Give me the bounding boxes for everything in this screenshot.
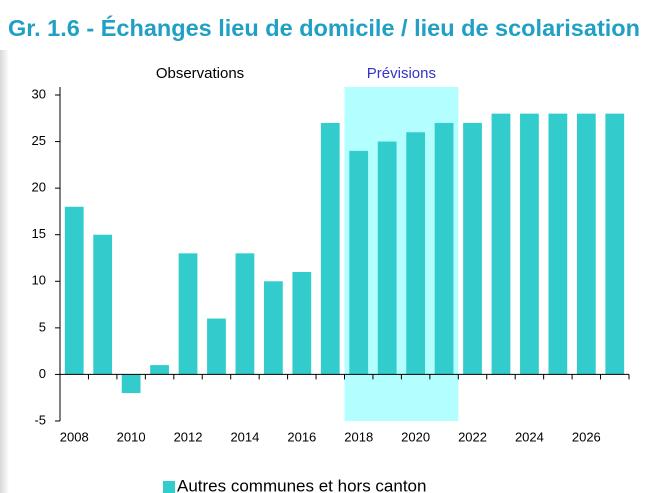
- x-tick-label: 2026: [572, 429, 601, 444]
- bar: [150, 365, 169, 375]
- side-strip: [0, 50, 9, 493]
- x-tick-label: 2018: [344, 429, 373, 444]
- bar: [605, 113, 625, 375]
- chart-title: Gr. 1.6 - Échanges lieu de domicile / li…: [8, 14, 640, 41]
- y-tick-label: 0: [39, 366, 46, 381]
- bar: [292, 271, 312, 375]
- bar: [178, 253, 198, 375]
- legend-label: Autres communes et hors canton: [177, 476, 426, 493]
- x-tick-label: 2012: [174, 429, 203, 444]
- bar: [121, 374, 141, 394]
- bar: [548, 113, 568, 375]
- x-tick-label: 2020: [401, 429, 430, 444]
- y-tick-label: 20: [32, 180, 46, 195]
- x-tick-label: 2008: [60, 429, 89, 444]
- bar: [207, 318, 226, 375]
- bar: [463, 122, 482, 375]
- bar: [235, 253, 255, 375]
- bar: [576, 113, 596, 375]
- bar: [320, 122, 340, 375]
- y-tick-label: 5: [39, 319, 46, 334]
- y-tick-label: 15: [32, 226, 46, 241]
- bar: [406, 132, 426, 375]
- bar: [349, 150, 369, 375]
- x-tick-label: 2010: [117, 429, 146, 444]
- x-tick-label: 2014: [230, 429, 259, 444]
- annotation: Prévisions: [367, 65, 436, 82]
- x-tick-label: 2022: [458, 429, 487, 444]
- bar: [64, 206, 84, 375]
- y-tick-label: -5: [34, 412, 46, 427]
- y-tick-label: 30: [32, 86, 46, 101]
- annotation: Observations: [156, 65, 244, 82]
- x-tick-label: 2016: [287, 429, 316, 444]
- bar: [491, 113, 511, 375]
- bar: [93, 234, 113, 375]
- y-tick-label: 25: [32, 133, 46, 148]
- bar: [377, 141, 397, 375]
- legend-swatch: [163, 481, 175, 493]
- y-tick-label: 10: [32, 273, 46, 288]
- bar: [434, 122, 454, 375]
- x-tick-label: 2024: [515, 429, 544, 444]
- bar: [263, 281, 283, 375]
- bar: [520, 113, 539, 375]
